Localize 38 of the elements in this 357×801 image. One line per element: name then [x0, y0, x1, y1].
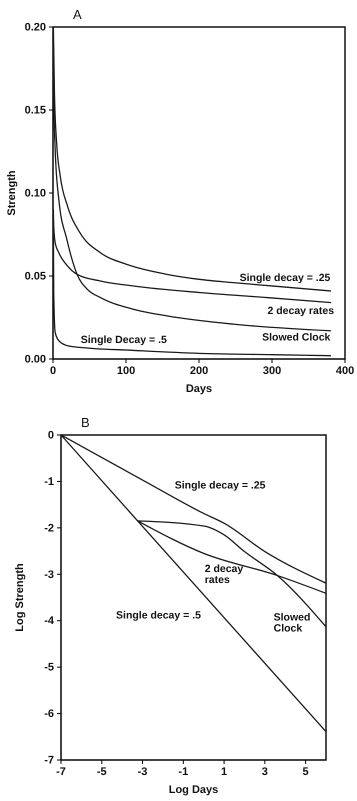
y-axis-title: Strength — [6, 170, 18, 216]
x-tick-label: -1 — [178, 766, 188, 778]
y-tick-label: 0.20 — [24, 22, 46, 34]
series-label: Slowed Clock — [274, 612, 310, 635]
series-label: 2 decay rates — [267, 305, 334, 318]
y-tick-label: -2 — [44, 522, 54, 534]
x-tick-label: 3 — [262, 766, 268, 778]
x-tick-label: 400 — [336, 364, 354, 377]
series-label: Slowed Clock — [262, 332, 331, 344]
y-tick-label: 0.00 — [24, 354, 46, 366]
y-axis-title: Log Strength — [14, 563, 26, 632]
chart-title: B — [81, 415, 90, 430]
x-tick-label: -3 — [138, 766, 148, 778]
x-tick-label: 5 — [302, 766, 309, 778]
x-tick-label: 300 — [262, 364, 282, 377]
series-label: 2 decay rates — [204, 562, 244, 586]
y-tick-label: 0 — [48, 430, 54, 442]
series-label: Single decay = .25 — [240, 272, 331, 284]
y-tick-label: -4 — [44, 615, 55, 628]
x-axis-title: Log Days — [168, 784, 218, 796]
series-label: Single Decay = .5 — [80, 334, 167, 346]
y-tick-label: -1 — [44, 476, 54, 488]
y-tick-label: 0.05 — [24, 270, 46, 283]
y-tick-label: -3 — [44, 568, 54, 581]
x-tick-label: 100 — [116, 364, 136, 377]
y-tick-label: 0.10 — [24, 188, 46, 200]
x-tick-label: 200 — [190, 364, 208, 377]
series-label: Single decay = .25 — [174, 479, 266, 492]
chart-title: A — [73, 7, 82, 22]
x-tick-label: -5 — [96, 766, 107, 778]
x-tick-label: 1 — [221, 766, 228, 778]
series-label: Single decay = .5 — [116, 609, 202, 622]
y-tick-label: -6 — [44, 708, 54, 720]
x-axis-title: Days — [186, 383, 212, 395]
y-tick-label: -5 — [44, 662, 54, 674]
y-tick-label: 0.15 — [24, 104, 46, 117]
y-tick-label: -7 — [44, 754, 54, 767]
x-tick-label: -7 — [56, 766, 66, 778]
